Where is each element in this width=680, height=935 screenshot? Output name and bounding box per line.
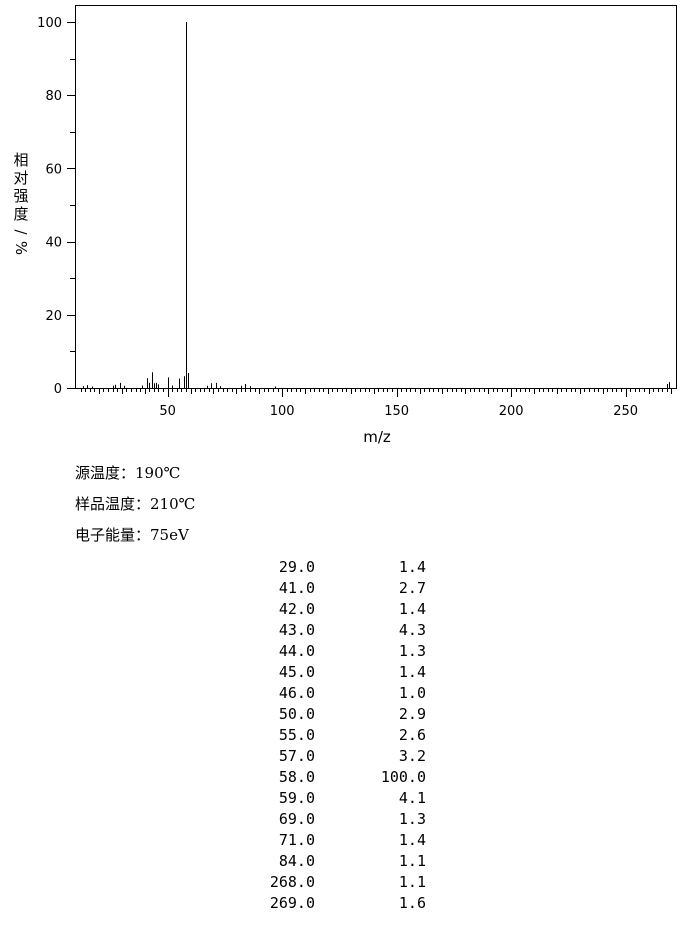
peak-mz: 269.0	[269, 894, 315, 912]
plot-frame	[75, 5, 677, 389]
peak-row: 42.0 1.4	[200, 599, 426, 620]
y-tick-label: 80	[45, 89, 62, 104]
peak-intensity: 1.4	[398, 831, 426, 849]
condition-line: 源温度：190℃	[75, 464, 181, 482]
peak-intensity: 1.4	[398, 600, 426, 618]
peak-row: 44.0 1.3	[200, 641, 426, 662]
y-ticks: 0 20 40 60 80 100	[37, 16, 75, 397]
peak-mz: 42.0	[278, 600, 315, 618]
x-ticks: 50 100 150 200 250	[159, 388, 638, 419]
peak-row: 59.0 4.1	[200, 788, 426, 809]
y-tick-label: 60	[45, 162, 62, 177]
x-tick-label: 100	[270, 404, 295, 419]
peak-intensity: 1.1	[398, 852, 426, 870]
y-tick-label: 0	[54, 382, 62, 397]
peak-row: 50.0 2.9	[200, 704, 426, 725]
peak-intensity: 4.3	[398, 621, 426, 639]
peak-mz: 71.0	[278, 831, 315, 849]
peak-row: 69.0 1.3	[200, 809, 426, 830]
peak-intensity: 1.4	[398, 558, 426, 576]
peak-mz: 268.0	[269, 873, 315, 891]
y-tick-label: 40	[45, 236, 62, 251]
peak-intensity: 4.1	[398, 789, 426, 807]
peak-mz: 46.0	[278, 684, 315, 702]
x-tick-label: 200	[499, 404, 524, 419]
condition-line: 电子能量：75eV	[75, 526, 189, 544]
peak-mz: 50.0	[278, 705, 315, 723]
y-label-char: %	[12, 241, 30, 255]
peak-mz: 44.0	[278, 642, 315, 660]
peak-intensity: 3.2	[398, 747, 426, 765]
y-tick-label: 100	[37, 16, 62, 31]
peak-mz: 29.0	[278, 558, 315, 576]
y-label-char: 相	[13, 151, 28, 169]
peak-row: 268.0 1.1	[200, 872, 426, 893]
peak-intensity: 100.0	[380, 768, 426, 786]
peak-intensity: 1.6	[398, 894, 426, 912]
peak-row: 71.0 1.4	[200, 830, 426, 851]
peak-row: 29.0 1.4	[200, 557, 426, 578]
peak-mz: 59.0	[278, 789, 315, 807]
peak-row: 84.0 1.1	[200, 851, 426, 872]
x-tick-label: 250	[613, 404, 638, 419]
peak-row: 41.0 2.7	[200, 578, 426, 599]
condition-line: 样品温度：210℃	[75, 495, 196, 513]
x-axis-label: m/z	[363, 428, 391, 446]
peak-mz: 41.0	[278, 579, 315, 597]
y-tick-label: 20	[45, 309, 62, 324]
peak-intensity: 1.3	[398, 642, 426, 660]
peak-row: 57.0 3.2	[200, 746, 426, 767]
y-label-char: 强	[13, 187, 28, 205]
peak-mz: 84.0	[278, 852, 315, 870]
peak-intensity: 1.4	[398, 663, 426, 681]
peak-row: 45.0 1.4	[200, 662, 426, 683]
peak-intensity: 2.6	[398, 726, 426, 744]
peak-row: 58.0 100.0	[200, 767, 426, 788]
peak-intensity: 1.0	[398, 684, 426, 702]
y-label-char: 对	[13, 169, 28, 187]
peak-mz: 57.0	[278, 747, 315, 765]
peak-mz: 69.0	[278, 810, 315, 828]
conditions: 源温度：190℃ 样品温度：210℃ 电子能量：75eV	[75, 458, 195, 551]
peak-mz: 45.0	[278, 663, 315, 681]
peak-row: 269.0 1.6	[200, 893, 426, 914]
peak-mz: 55.0	[278, 726, 315, 744]
x-tick-label: 50	[159, 404, 176, 419]
peak-row: 46.0 1.0	[200, 683, 426, 704]
peak-row: 43.0 4.3	[200, 620, 426, 641]
peak-intensity: 2.9	[398, 705, 426, 723]
spectrum-peaks	[83, 22, 670, 388]
peak-mz: 43.0	[278, 621, 315, 639]
peak-row: 55.0 2.6	[200, 725, 426, 746]
peak-intensity: 2.7	[398, 579, 426, 597]
peak-intensity: 1.1	[398, 873, 426, 891]
y-label-char: 度	[13, 205, 28, 223]
peak-mz: 58.0	[278, 768, 315, 786]
y-label-char: /	[12, 229, 30, 235]
peak-table: 29.0 1.4 41.0 2.7 42.0 1.4 43.0 4.3 44.0 1.3 45.0 1…	[200, 557, 426, 914]
x-tick-label: 150	[384, 404, 409, 419]
peak-intensity: 1.3	[398, 810, 426, 828]
